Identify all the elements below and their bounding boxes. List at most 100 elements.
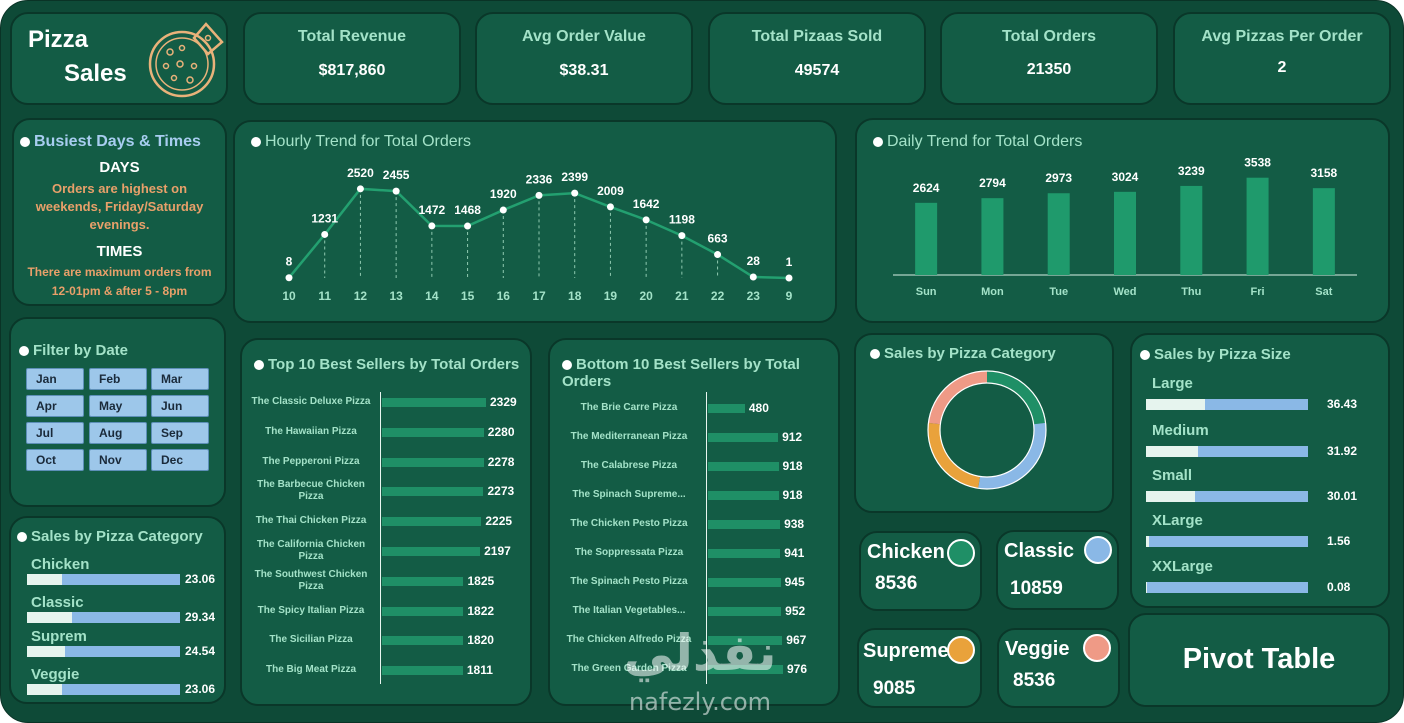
category-label: Chicken	[31, 556, 90, 573]
x-tick-label: Mon	[981, 286, 1004, 298]
data-point	[428, 222, 436, 230]
x-tick-label: 17	[532, 289, 546, 303]
legend-name: Chicken	[867, 541, 945, 563]
x-tick-label: Tue	[1049, 286, 1068, 298]
bar-value: 2197	[484, 544, 511, 558]
bar-category-label: The Italian Vegetables...	[572, 605, 686, 616]
data-label: 1642	[633, 197, 660, 211]
bar-value: 1822	[467, 603, 495, 618]
data-point	[606, 203, 614, 211]
month-jan[interactable]: Jan	[26, 368, 84, 390]
bar-value: 918	[782, 488, 803, 502]
bar-category-label: The Barbecue Chicken Pizza	[257, 479, 365, 503]
daily-bar	[1114, 191, 1136, 275]
month-may[interactable]: May	[89, 395, 147, 417]
category-value: 23.06	[185, 572, 216, 586]
category-label: Veggie	[31, 666, 80, 683]
donut-slice	[928, 422, 981, 489]
daily-trend-title: Daily Trend for Total Orders	[873, 133, 1082, 151]
data-label: 1920	[490, 187, 517, 201]
pivot-table-label: Pivot Table	[1182, 643, 1336, 675]
size-bar	[1146, 582, 1308, 593]
x-tick-label: 14	[425, 289, 439, 303]
data-label: 2973	[1045, 171, 1072, 185]
busiest-card: Busiest Days & Times DAYS Orders are hig…	[12, 118, 227, 306]
hbar	[382, 547, 481, 556]
daily-trend-card: Daily Trend for Total Orders 2624 Sun 2794…	[855, 118, 1390, 323]
days-heading: DAYS	[99, 159, 140, 176]
month-nov[interactable]: Nov	[89, 449, 147, 471]
month-apr[interactable]: Apr	[26, 395, 84, 417]
hbar	[382, 487, 484, 497]
data-label: 3239	[1178, 164, 1205, 178]
size-bar-fill	[1146, 491, 1195, 502]
data-point	[785, 274, 793, 282]
month-dec[interactable]: Dec	[151, 449, 209, 471]
daily-bar	[1246, 177, 1269, 275]
data-point	[749, 273, 757, 281]
month-mar[interactable]: Mar	[151, 368, 209, 390]
category-bar	[27, 574, 180, 585]
data-label: 3024	[1112, 170, 1139, 184]
hbar	[708, 636, 783, 645]
donut-slice	[978, 422, 1046, 489]
bar-category-label: The Mediterranean Pizza	[570, 431, 688, 442]
x-tick-label: Sat	[1315, 286, 1332, 298]
kpi-value: $817,860	[318, 62, 386, 79]
pivot-table-button[interactable]: Pivot Table	[1128, 613, 1390, 707]
data-point	[714, 251, 722, 259]
month-sep[interactable]: Sep	[151, 422, 209, 444]
x-tick-label: 22	[711, 289, 725, 303]
bar-category-label: The Southwest Chicken Pizza	[254, 568, 368, 592]
hbar	[382, 427, 484, 437]
data-label: 1	[786, 255, 793, 269]
busiest-title: Busiest Days & Times	[20, 133, 201, 151]
hbar	[382, 517, 482, 527]
category-label: Suprem	[31, 628, 87, 645]
bar-category-label: The Classic Deluxe Pizza	[251, 396, 371, 407]
bar-category-label: The Hawaiian Pizza	[265, 425, 357, 437]
top10-card: Top 10 Best Sellers by Total Orders The …	[240, 338, 532, 706]
bar-category-label: The Sicilian Pizza	[269, 634, 353, 646]
size-value: 30.01	[1327, 489, 1358, 503]
x-tick-label: 9	[786, 289, 793, 303]
data-label: 2009	[597, 184, 624, 198]
data-label: 3538	[1244, 156, 1271, 170]
hourly-trend-chart: 8101231112520122455131472141468151920162…	[282, 166, 793, 303]
hbar	[382, 576, 464, 586]
kpi-title: Total Revenue	[297, 28, 407, 45]
data-point	[499, 206, 507, 214]
hbar	[708, 607, 782, 616]
kpi-value: 21350	[1026, 61, 1072, 78]
size-label: XLarge	[1152, 512, 1203, 529]
kpi-avg-pizzas-per-order: Avg Pizzas Per Order 2	[1173, 12, 1391, 105]
daily-bar	[1047, 193, 1070, 275]
bar-value: 480	[748, 401, 769, 415]
category-bar	[27, 646, 180, 657]
bar-category-label: The California Chicken Pizza	[256, 539, 366, 562]
size-value: 36.43	[1327, 397, 1358, 411]
kpi-avg-order-value: Avg Order Value $38.31	[475, 12, 693, 105]
kpi-total-orders: Total Orders 21350	[940, 12, 1158, 105]
bar-value: 938	[784, 517, 805, 531]
size-value: 0.08	[1327, 580, 1351, 594]
data-label: 1198	[669, 213, 695, 227]
month-jun[interactable]: Jun	[151, 395, 209, 417]
bar-category-label: The Calabrese Pizza	[580, 460, 678, 471]
month-aug[interactable]: Aug	[89, 422, 147, 444]
kpi-total-revenue: Total Revenue $817,860	[243, 12, 461, 105]
bar-category-label: The Brie Carre Pizza	[580, 402, 678, 413]
bar-value: 2273	[487, 484, 515, 499]
bar-value: 945	[784, 575, 805, 589]
bar-category-label: The Green Garden Pizza	[571, 663, 687, 674]
x-tick-label: Thu	[1181, 286, 1201, 298]
data-point	[356, 185, 364, 193]
hbar	[708, 665, 783, 674]
month-jul[interactable]: Jul	[26, 422, 84, 444]
x-tick-label: 18	[568, 289, 582, 303]
month-feb[interactable]: Feb	[89, 368, 147, 390]
month-oct[interactable]: Oct	[26, 449, 84, 471]
donut-outline	[927, 370, 1047, 490]
legend-value: 8536	[875, 573, 918, 594]
bullet-icon	[562, 360, 572, 371]
